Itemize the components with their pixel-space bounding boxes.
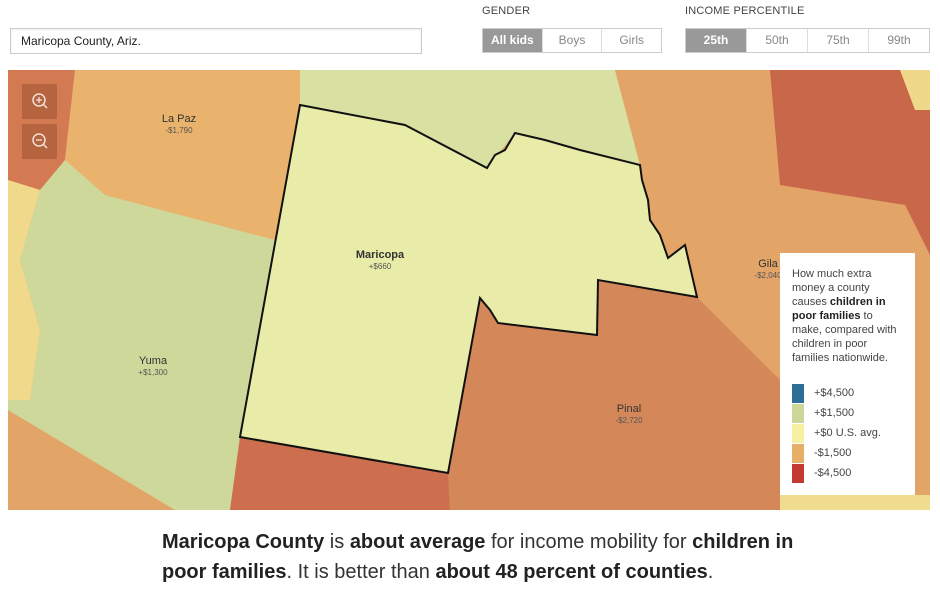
toggle-button[interactable]: 75th xyxy=(807,29,868,52)
search-box[interactable]: Maricopa County, Ariz. xyxy=(10,28,422,54)
income-buttons: 25th 50th 75th 99th xyxy=(685,28,930,53)
zoom-out[interactable] xyxy=(22,124,57,159)
legend-swatch xyxy=(792,443,804,463)
county-shape xyxy=(65,70,300,240)
county-name: Yuma xyxy=(138,355,168,367)
legend-swatch xyxy=(792,423,804,443)
legend-label: +$4,500 xyxy=(814,387,855,399)
county-value: +$1,300 xyxy=(138,368,168,377)
text-segment: children in poor families xyxy=(162,531,794,583)
legend-item: +$0 U.S. avg. xyxy=(792,423,905,443)
text-segment: is xyxy=(324,531,350,553)
county-value: +$660 xyxy=(368,262,392,271)
toggle-button[interactable]: 25th xyxy=(686,29,746,52)
legend: How much extra money a county causes chi… xyxy=(780,253,915,495)
text-segment: for income mobility for xyxy=(485,531,693,553)
county-value: -$2,720 xyxy=(615,416,643,425)
legend-description: How much extra money a county causes chi… xyxy=(792,267,905,365)
legend-swatch xyxy=(792,403,804,423)
toggle-button[interactable]: All kids xyxy=(483,29,542,52)
text-segment: How much extra money a county causes xyxy=(792,268,872,308)
county-shape xyxy=(230,437,450,510)
legend-item: +$1,500 xyxy=(792,403,905,423)
county-label: Gila -$2,040 xyxy=(754,258,781,282)
county-value: -$1,790 xyxy=(165,126,193,135)
legend-item: -$1,500 xyxy=(792,443,905,463)
text-segment: about 48 percent of counties xyxy=(435,561,708,583)
county-label: Maricopa +$660 xyxy=(356,249,404,273)
county-name: Gila xyxy=(758,258,778,270)
county-name: Maricopa xyxy=(355,249,405,261)
legend-swatch xyxy=(792,463,804,483)
county-shape xyxy=(615,70,905,380)
legend-label: +$1,500 xyxy=(814,407,855,419)
text-segment: children in poor families xyxy=(792,296,886,322)
legend-item: -$4,500 xyxy=(792,463,905,483)
county-label: Yuma +$1,300 xyxy=(138,355,167,379)
legend-label: +$0 U.S. avg. xyxy=(814,427,881,439)
map xyxy=(8,70,930,510)
county-label: Pinal -$2,720 xyxy=(615,403,642,427)
legend-item: +$4,500 xyxy=(792,383,905,403)
caption: Maricopa County is about average for inc… xyxy=(162,527,802,587)
text-segment: Maricopa County xyxy=(162,531,325,553)
gender-buttons: All kids Boys Girls xyxy=(482,28,662,53)
text-segment: to make, compared with children in poor … xyxy=(792,310,897,364)
zoom-in[interactable] xyxy=(22,84,57,119)
zoom-out-icon xyxy=(32,133,48,149)
county-name: La Paz xyxy=(161,113,197,125)
county-shape xyxy=(300,70,640,168)
selected-county[interactable] xyxy=(238,103,699,475)
county-shape xyxy=(8,160,275,510)
county-shape xyxy=(448,280,780,510)
legend-label: -$1,500 xyxy=(814,447,852,459)
county-shape xyxy=(900,70,930,110)
toggle-button[interactable]: Girls xyxy=(601,29,661,52)
legend-items: +$4,500 +$1,500 +$0 U.S. avg. -$1,500 -$4,50… xyxy=(792,383,905,483)
gender-label: GENDER xyxy=(482,5,531,17)
toggle-button[interactable]: 50th xyxy=(746,29,807,52)
county-shape xyxy=(770,70,930,255)
legend-label: -$4,500 xyxy=(814,467,852,479)
text-segment: . It is better than xyxy=(286,561,436,583)
county-shape xyxy=(8,180,40,400)
county-label: La Paz -$1,790 xyxy=(162,113,196,137)
county-value: -$2,040 xyxy=(754,271,782,280)
legend-swatch xyxy=(792,383,804,403)
text-segment: . xyxy=(707,561,714,583)
income-label: INCOME PERCENTILE xyxy=(685,5,805,17)
zoom-in-icon xyxy=(32,93,48,109)
county-shape xyxy=(780,495,930,510)
county-name: Pinal xyxy=(616,403,642,415)
text-segment: about average xyxy=(349,531,486,553)
toggle-button[interactable]: 99th xyxy=(868,29,929,52)
toggle-button[interactable]: Boys xyxy=(541,29,602,52)
